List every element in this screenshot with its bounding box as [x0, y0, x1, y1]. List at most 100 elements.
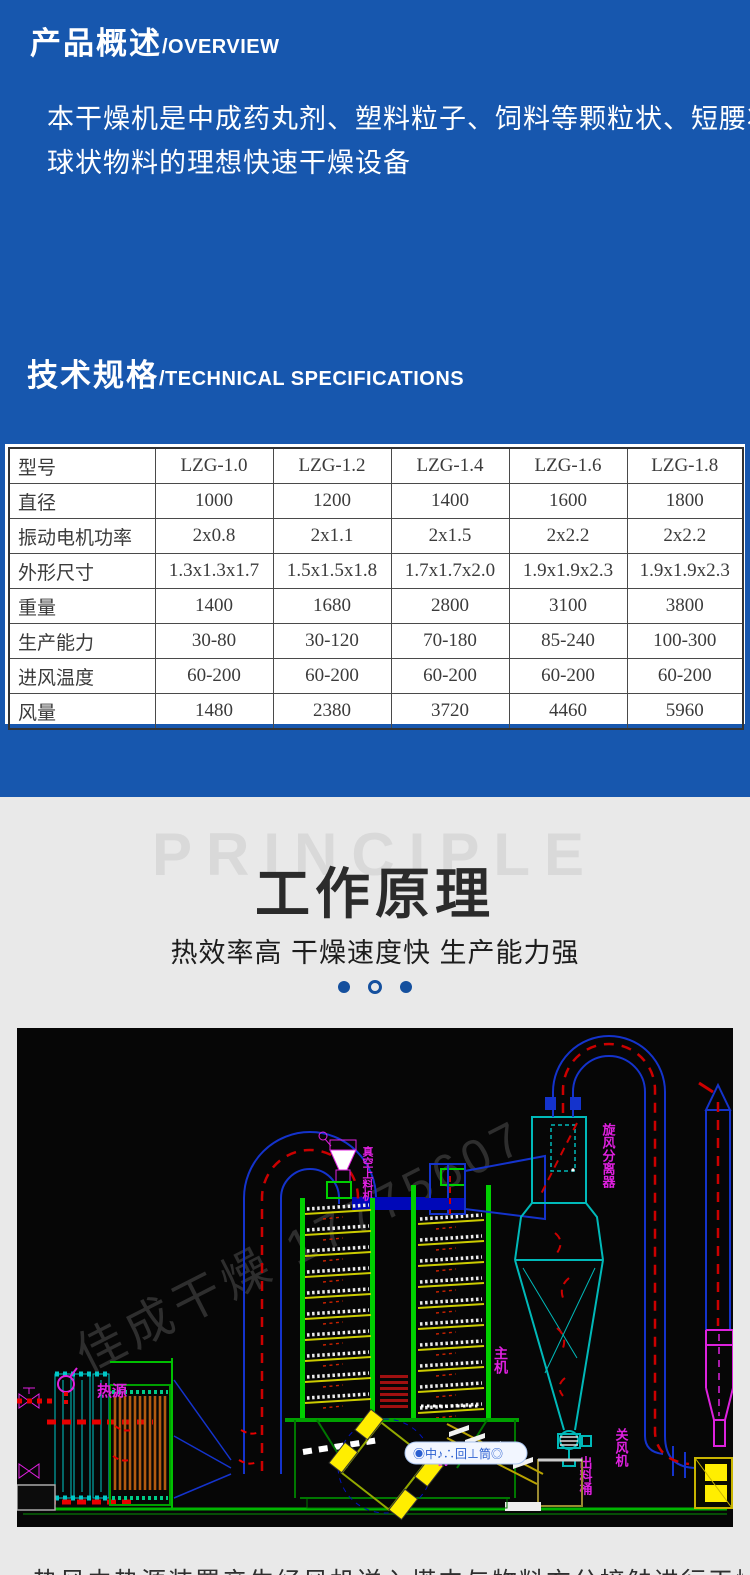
spec-cell: 85-240: [508, 623, 628, 659]
overview-section-title: 产品概述 /OVERVIEW: [30, 28, 280, 59]
spec-cell: 30-80: [154, 623, 274, 659]
left-duct-pipe: [243, 1131, 377, 1474]
table-row: 外形尺寸 1.3x1.3x1.7 1.5x1.5x1.8 1.7x1.7x2.0…: [8, 553, 744, 589]
table-row: 型号 LZG-1.0 LZG-1.2 LZG-1.4 LZG-1.6 LZG-1…: [8, 447, 744, 484]
spec-cell: 1.3x1.3x1.7: [154, 553, 274, 589]
truncated-paragraph: 热风由热源装置产生经风机送入塔内与物料充分接触进行干燥后排出: [33, 1562, 743, 1575]
specs-title-en: /TECHNICAL SPECIFICATIONS: [159, 368, 465, 390]
exhaust-red-arrow: [698, 1081, 714, 1094]
spec-cell: LZG-1.2: [272, 447, 392, 484]
discharge-barrel: [505, 1458, 583, 1511]
spec-cell: 3100: [508, 588, 628, 624]
vacuum-feeder-label: 真空上料机: [361, 1145, 374, 1202]
spec-cell: 70-180: [390, 623, 510, 659]
table-row: 进风温度 60-200 60-200 60-200 60-200 60-200: [8, 658, 744, 694]
spec-cell: 1400: [390, 483, 510, 519]
spec-cell: 2x1.1: [272, 518, 392, 554]
spec-cell: 2800: [390, 588, 510, 624]
spec-cell: 1480: [154, 693, 274, 730]
spiral-tower: [300, 1168, 491, 1455]
spec-cell: 5960: [626, 693, 744, 730]
carousel-dot-2[interactable]: [368, 980, 382, 994]
overview-title-en: /OVERVIEW: [162, 36, 280, 58]
overview-text-line2: 球状物料的理想快速干燥设备: [47, 148, 411, 178]
spec-label: 型号: [8, 447, 156, 484]
discharge-barrel-label: 出料桶: [578, 1455, 594, 1496]
spec-cell: 60-200: [272, 658, 392, 694]
spec-cell: 1680: [272, 588, 392, 624]
highlight-dot: [571, 1168, 575, 1172]
spec-label: 生产能力: [8, 623, 156, 659]
table-row: 直径 1000 1200 1400 1600 1800: [8, 483, 744, 519]
specs-section-title: 技术规格 /TECHNICAL SPECIFICATIONS: [27, 360, 464, 391]
spec-cell: 60-200: [390, 658, 510, 694]
spec-label: 重量: [8, 588, 156, 624]
spec-cell: 1000: [154, 483, 274, 519]
spec-cell: 2x2.2: [626, 518, 744, 554]
spec-label: 风量: [8, 693, 156, 730]
vacuum-feeder: [318, 1131, 357, 1183]
spec-cell: LZG-1.0: [154, 447, 274, 484]
table-row: 风量 1480 2380 3720 4460 5960: [8, 693, 744, 730]
draft-fan: [694, 1457, 733, 1509]
principle-watermark: PRINCIPLE: [151, 821, 599, 888]
spec-cell: 2380: [272, 693, 392, 730]
spec-cell: 100-300: [626, 623, 744, 659]
spec-cell: LZG-1.8: [626, 447, 744, 484]
cyclone-label: 旋风分离器: [601, 1122, 617, 1189]
heat-source-label: 热源: [97, 1382, 127, 1400]
spec-cell: 2x0.8: [154, 518, 274, 554]
spec-cell: 2x1.5: [390, 518, 510, 554]
spec-label: 直径: [8, 483, 156, 519]
cyclone-swirl-dashes: [538, 1122, 578, 1397]
spec-cell: 1200: [272, 483, 392, 519]
carousel-dot-1[interactable]: [338, 981, 350, 993]
spec-table: 型号 LZG-1.0 LZG-1.2 LZG-1.4 LZG-1.6 LZG-1…: [8, 447, 744, 730]
spec-cell: 60-200: [626, 658, 744, 694]
principle-subtitle: 热效率高 干燥速度快 生产能力强: [170, 938, 580, 968]
working-principle-diagram: 佳成干燥 17775607 真空上料机: [16, 1028, 734, 1527]
exhaust-stack: [705, 1329, 734, 1447]
watermark-logo-pill: ◉中♪∴回⊥筒◎: [404, 1441, 528, 1465]
spec-cell: 1.9x1.9x2.3: [626, 553, 744, 589]
rotary-valve-label: 关风机: [614, 1427, 629, 1468]
specs-title-cn: 技术规格: [27, 358, 159, 393]
duct-connector-right: [418, 1198, 464, 1210]
spec-label: 振动电机功率: [8, 518, 156, 554]
airflow-small-dashes: [112, 1425, 260, 1465]
spec-cell: 3720: [390, 693, 510, 730]
spec-table-card: 型号 LZG-1.0 LZG-1.2 LZG-1.4 LZG-1.6 LZG-1…: [5, 444, 745, 730]
overview-text-line1: 本干燥机是中成药丸剂、塑料粒子、饲料等颗粒状、短腰状、: [47, 104, 750, 134]
airflow-dashes-right: [561, 1042, 690, 1466]
spec-cell: 2x2.2: [508, 518, 628, 554]
blue-info-section: 产品概述 /OVERVIEW 本干燥机是中成药丸剂、塑料粒子、饲料等颗粒状、短腰…: [0, 0, 750, 797]
cyclone-separator: [514, 1116, 604, 1467]
principle-title: 工作原理: [254, 863, 495, 925]
watermark-logo-glyphs: ◉中♪∴回⊥筒◎: [413, 1446, 503, 1461]
table-row: 振动电机功率 2x0.8 2x1.1 2x1.5 2x2.2 2x2.2: [8, 518, 744, 554]
spec-label: 外形尺寸: [8, 553, 156, 589]
spec-cell: 1400: [154, 588, 274, 624]
table-row: 生产能力 30-80 30-120 70-180 85-240 100-300: [8, 623, 744, 659]
spec-label: 进风温度: [8, 658, 156, 694]
cad-diagram-svg: 佳成干燥 17775607 真空上料机: [16, 1035, 734, 1521]
spec-cell: 4460: [508, 693, 628, 730]
table-row: 重量 1400 1680 2800 3100 3800: [8, 588, 744, 624]
main-machine-label: 主机: [493, 1345, 509, 1375]
airflow-dashes-left: [260, 1148, 360, 1471]
right-duct-pipe: [545, 1035, 698, 1478]
spec-cell: 1.5x1.5x1.8: [272, 553, 392, 589]
spec-cell: 60-200: [508, 658, 628, 694]
spec-cell: 1600: [508, 483, 628, 519]
overview-title-cn: 产品概述: [30, 26, 162, 61]
carousel-dot-3[interactable]: [400, 981, 412, 993]
spec-cell: 1800: [626, 483, 744, 519]
heat-source-unit: [16, 1358, 232, 1511]
spec-cell: 30-120: [272, 623, 392, 659]
spec-cell: 1.9x1.9x2.3: [508, 553, 628, 589]
carousel-dots: [0, 980, 750, 994]
spec-cell: LZG-1.6: [508, 447, 628, 484]
spec-cell: 60-200: [154, 658, 274, 694]
spec-cell: 3800: [626, 588, 744, 624]
